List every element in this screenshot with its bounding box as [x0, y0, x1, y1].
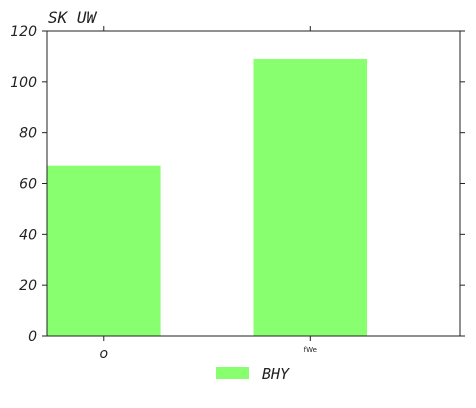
ytick-label-120: 120	[10, 24, 37, 40]
ytick-label-40: 40	[19, 227, 37, 243]
legend-label-bhy: BHY	[262, 365, 290, 383]
legend: BHY	[216, 365, 290, 383]
bar-o	[47, 165, 161, 336]
ytick-label-20: 20	[19, 278, 37, 294]
bars-group	[47, 58, 368, 336]
chart-title: SK UW	[48, 8, 98, 27]
xtick-label-o: o	[99, 346, 108, 362]
xtick-label-fwe: fWe	[304, 346, 317, 354]
ytick-label-80: 80	[19, 126, 37, 142]
ytick-label-60: 60	[19, 177, 37, 193]
ytick-label-100: 100	[10, 75, 37, 91]
ytick-label-0: 0	[28, 329, 37, 345]
axes-group: 0 20 40 60 80 100 120 o fWe	[10, 24, 465, 362]
bar-fwe	[253, 58, 368, 336]
legend-swatch-bhy	[216, 367, 249, 379]
